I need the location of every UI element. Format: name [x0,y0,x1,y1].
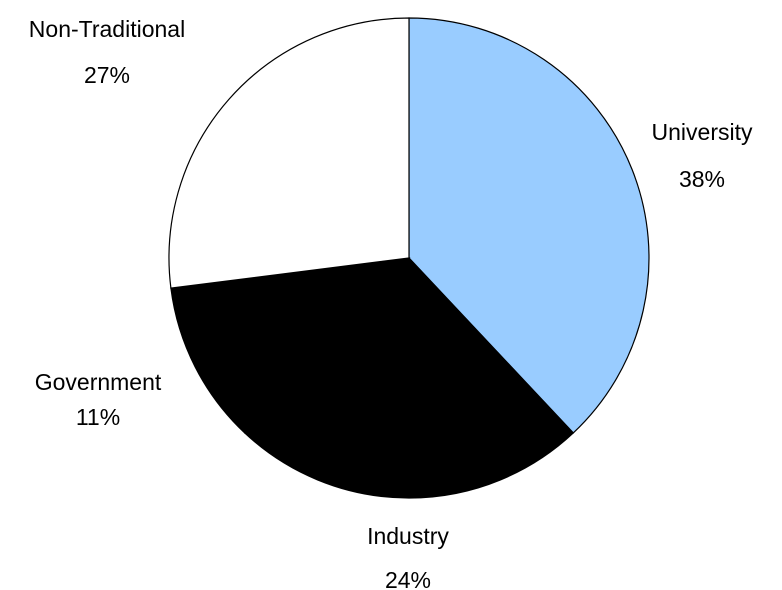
pie-slice-government [170,257,411,434]
pie-labels: University 38% Industry 24% Government 11% Non… [29,16,753,590]
slice-label-government: Government [35,369,162,395]
slice-percent-government: 11% [76,404,120,430]
pie-slices [168,17,650,499]
pie-slice-industry [243,257,575,499]
slice-label-industry: Industry [367,523,449,549]
slice-percent-industry: 24% [385,567,431,590]
slice-percent-university: 38% [679,166,725,192]
slice-percent-non-traditional: 27% [84,62,130,88]
pie-slice-university [408,17,650,434]
pie-slice-non-traditional [168,17,410,289]
slice-label-university: University [652,119,753,145]
slice-label-non-traditional: Non-Traditional [29,16,185,42]
